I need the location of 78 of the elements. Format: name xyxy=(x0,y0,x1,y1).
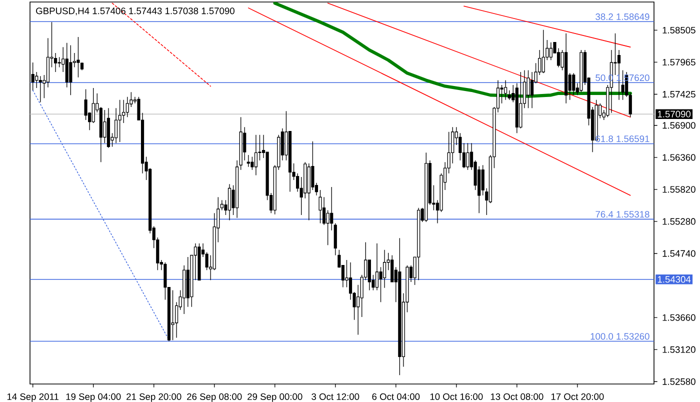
candlestick xyxy=(326,210,330,246)
candlestick xyxy=(383,250,386,288)
x-tick-label: 17 Oct 20:00 xyxy=(551,393,604,400)
y-tick-label: 1.54740 xyxy=(662,250,696,257)
candlestick xyxy=(99,106,102,162)
ref-line-label: 76.4 1.55318 xyxy=(596,211,650,218)
candlestick xyxy=(311,141,314,190)
candlestick xyxy=(481,164,484,196)
candlestick xyxy=(69,44,72,96)
candlestick xyxy=(330,186,334,231)
candlestick xyxy=(35,72,38,88)
candlestick xyxy=(549,42,552,60)
candlestick xyxy=(80,62,84,71)
candlestick xyxy=(228,184,232,221)
x-tick-label: 29 Sep 00:00 xyxy=(248,393,302,402)
candlestick xyxy=(288,130,292,192)
candlestick xyxy=(58,56,61,68)
x-tick-label: 14 Sep 2011 xyxy=(7,393,58,402)
candlestick xyxy=(220,200,224,211)
text: GBPUSD,H4 1.57406 1.57443 1.57038 1.57090 xyxy=(36,8,234,16)
candlestick xyxy=(417,207,420,281)
x-tick-label: 3 Oct 12:00 xyxy=(312,393,360,400)
candlestick xyxy=(466,142,470,170)
candlestick xyxy=(564,33,568,104)
y-tick-label: 1.53120 xyxy=(662,346,696,353)
candlestick xyxy=(186,256,190,308)
x-tick-label: 21 Sep 20:00 xyxy=(126,393,182,402)
candlestick xyxy=(322,196,326,226)
candlestick xyxy=(424,152,428,222)
x-tick-label: 19 Sep 04:00 xyxy=(66,393,121,402)
x-tick-label: 13 Oct 08:00 xyxy=(490,393,544,400)
candlestick xyxy=(398,238,402,376)
candlestick xyxy=(478,166,481,214)
candlestick xyxy=(126,96,129,118)
candlestick xyxy=(122,100,126,124)
y-tick-label: 1.56900 xyxy=(662,122,696,129)
candlestick xyxy=(65,42,68,88)
candlestick xyxy=(92,88,95,124)
candlestick xyxy=(504,80,508,100)
candlestick xyxy=(46,38,50,88)
candlestick xyxy=(307,162,310,221)
y-tick-label: 1.57425 xyxy=(662,90,696,98)
candlestick xyxy=(114,108,118,144)
y-tick-label: 1.55280 xyxy=(662,218,696,225)
candlestick xyxy=(76,36,80,78)
candlestick xyxy=(375,243,379,291)
candlestick xyxy=(519,72,522,129)
candlestick xyxy=(318,190,322,224)
candlestick xyxy=(38,76,42,103)
candlestick xyxy=(118,100,122,142)
candlestick xyxy=(212,212,216,270)
y-tick-label: 1.56360 xyxy=(662,154,696,161)
candlestick xyxy=(526,70,530,108)
candlestick xyxy=(103,110,106,144)
candlestick xyxy=(239,116,242,170)
candlestick xyxy=(515,82,518,134)
candlestick xyxy=(106,108,110,148)
ref-line-label: 61.8 1.56591 xyxy=(596,136,650,142)
y-tick-label: 1.58505 xyxy=(662,26,696,34)
ref-line-label: 38.2 1.58649 xyxy=(596,13,650,20)
candlestick xyxy=(236,160,239,218)
ref-line-label: 100.0 1.53260 xyxy=(590,333,650,340)
candlestick xyxy=(54,52,58,72)
candlestick xyxy=(542,30,545,74)
x-tick-label: 6 Oct 04:00 xyxy=(372,393,420,400)
y-tick-label: 1.55820 xyxy=(662,186,696,193)
y-tick-label: 1.52580 xyxy=(662,378,696,385)
x-tick-label: 26 Sep 08:00 xyxy=(187,393,242,402)
y-tick-label: 1.53660 xyxy=(662,314,696,321)
candlestick xyxy=(530,72,534,108)
candlestick xyxy=(254,134,258,176)
candlestick xyxy=(368,260,371,291)
ref-line-label: 1.57090 xyxy=(658,110,691,118)
ref-line-label: 1.54304 xyxy=(658,276,691,283)
candlestick xyxy=(171,290,174,340)
y-tick-label: 1.57965 xyxy=(662,58,696,66)
candlestick xyxy=(182,265,186,314)
x-tick-label: 10 Oct 16:00 xyxy=(430,393,483,400)
